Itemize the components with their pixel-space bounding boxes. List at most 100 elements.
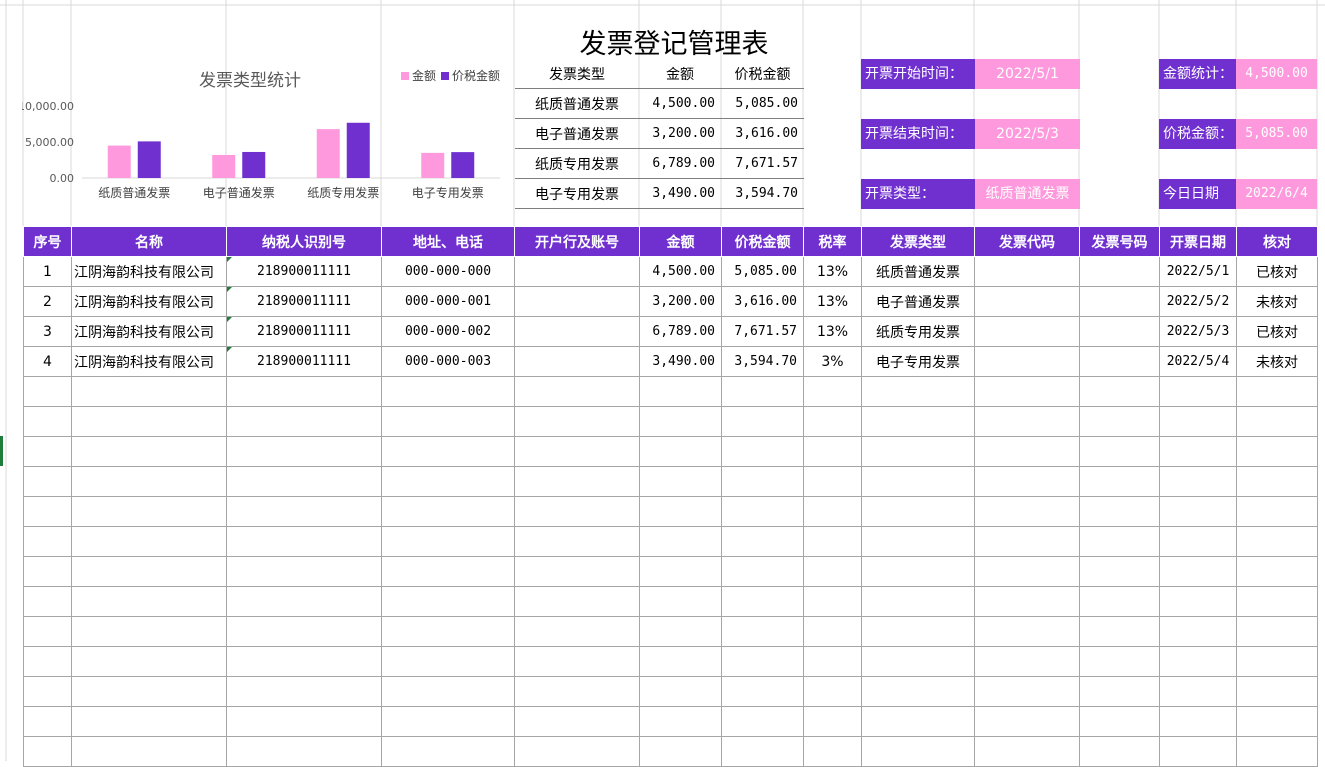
empty-cell[interactable] xyxy=(226,406,382,437)
empty-cell[interactable] xyxy=(974,436,1080,467)
empty-cell[interactable] xyxy=(803,556,862,587)
empty-cell[interactable] xyxy=(1079,586,1160,617)
cell-invoice-type[interactable]: 电子专用发票 xyxy=(861,346,975,377)
empty-cell[interactable] xyxy=(721,586,804,617)
empty-cell[interactable] xyxy=(1159,646,1237,677)
empty-cell[interactable] xyxy=(1079,646,1160,677)
empty-cell[interactable] xyxy=(71,586,227,617)
start-time-input[interactable]: 2022/5/1 xyxy=(975,59,1080,89)
empty-cell[interactable] xyxy=(1236,676,1318,707)
empty-cell[interactable] xyxy=(861,676,975,707)
empty-cell[interactable] xyxy=(1079,616,1160,647)
empty-cell[interactable] xyxy=(1159,616,1237,647)
empty-cell[interactable] xyxy=(226,616,382,647)
empty-cell[interactable] xyxy=(226,676,382,707)
empty-cell[interactable] xyxy=(803,616,862,647)
header-index[interactable]: 序号 xyxy=(23,226,72,257)
empty-cell[interactable] xyxy=(639,376,722,407)
empty-cell[interactable] xyxy=(514,646,640,677)
header-tax-amount[interactable]: 价税金额 xyxy=(721,226,804,257)
header-bank-account[interactable]: 开户行及账号 xyxy=(514,226,640,257)
empty-cell[interactable] xyxy=(861,556,975,587)
empty-cell[interactable] xyxy=(381,436,515,467)
empty-cell[interactable] xyxy=(721,556,804,587)
empty-cell[interactable] xyxy=(803,406,862,437)
cell-bank-account[interactable] xyxy=(514,286,640,317)
empty-cell[interactable] xyxy=(71,706,227,737)
cell-invoice-number[interactable] xyxy=(1079,256,1160,287)
empty-cell[interactable] xyxy=(514,376,640,407)
empty-cell[interactable] xyxy=(861,496,975,527)
empty-cell[interactable] xyxy=(974,466,1080,497)
empty-cell[interactable] xyxy=(1159,526,1237,557)
empty-cell[interactable] xyxy=(974,646,1080,677)
empty-cell[interactable] xyxy=(639,676,722,707)
header-address-phone[interactable]: 地址、电话 xyxy=(381,226,515,257)
empty-cell[interactable] xyxy=(71,526,227,557)
cell-invoice-code[interactable] xyxy=(974,286,1080,317)
empty-cell[interactable] xyxy=(226,736,382,767)
empty-cell[interactable] xyxy=(1236,646,1318,677)
empty-cell[interactable] xyxy=(1159,466,1237,497)
cell-bank-account[interactable] xyxy=(514,256,640,287)
cell-invoice-number[interactable] xyxy=(1079,346,1160,377)
header-check-status[interactable]: 核对 xyxy=(1236,226,1318,257)
empty-cell[interactable] xyxy=(861,526,975,557)
cell-address-phone[interactable]: 000-000-000 xyxy=(381,256,515,287)
empty-cell[interactable] xyxy=(514,736,640,767)
summary-cell-type[interactable]: 纸质专用发票 xyxy=(515,148,639,179)
cell-issue-date[interactable]: 2022/5/4 xyxy=(1159,346,1237,377)
empty-cell[interactable] xyxy=(1079,496,1160,527)
cell-tax-rate[interactable]: 13% xyxy=(803,316,862,347)
empty-cell[interactable] xyxy=(1159,706,1237,737)
cell-issue-date[interactable]: 2022/5/2 xyxy=(1159,286,1237,317)
empty-cell[interactable] xyxy=(861,376,975,407)
empty-cell[interactable] xyxy=(1236,736,1318,767)
empty-cell[interactable] xyxy=(1079,736,1160,767)
empty-cell[interactable] xyxy=(226,706,382,737)
empty-cell[interactable] xyxy=(861,706,975,737)
cell-check-status[interactable]: 未核对 xyxy=(1236,286,1318,317)
end-time-input[interactable]: 2022/5/3 xyxy=(975,119,1080,149)
empty-cell[interactable] xyxy=(23,436,72,467)
empty-cell[interactable] xyxy=(803,676,862,707)
empty-cell[interactable] xyxy=(1236,406,1318,437)
empty-cell[interactable] xyxy=(721,376,804,407)
empty-cell[interactable] xyxy=(71,466,227,497)
cell-invoice-code[interactable] xyxy=(974,256,1080,287)
empty-cell[interactable] xyxy=(381,736,515,767)
empty-cell[interactable] xyxy=(639,646,722,677)
empty-cell[interactable] xyxy=(71,616,227,647)
empty-cell[interactable] xyxy=(71,736,227,767)
cell-issue-date[interactable]: 2022/5/3 xyxy=(1159,316,1237,347)
empty-cell[interactable] xyxy=(1159,376,1237,407)
summary-cell-amount[interactable]: 3,490.00 xyxy=(639,178,721,209)
header-issue-date[interactable]: 开票日期 xyxy=(1159,226,1237,257)
empty-cell[interactable] xyxy=(514,676,640,707)
summary-cell-amount[interactable]: 3,200.00 xyxy=(639,118,721,149)
empty-cell[interactable] xyxy=(803,526,862,557)
cell-index[interactable]: 4 xyxy=(23,346,72,377)
empty-cell[interactable] xyxy=(1159,496,1237,527)
cell-invoice-type[interactable]: 电子普通发票 xyxy=(861,286,975,317)
empty-cell[interactable] xyxy=(226,496,382,527)
empty-cell[interactable] xyxy=(1159,586,1237,617)
empty-cell[interactable] xyxy=(639,496,722,527)
empty-cell[interactable] xyxy=(721,616,804,647)
cell-amount[interactable]: 4,500.00 xyxy=(639,256,722,287)
empty-cell[interactable] xyxy=(803,706,862,737)
empty-cell[interactable] xyxy=(1236,376,1318,407)
empty-cell[interactable] xyxy=(803,436,862,467)
empty-cell[interactable] xyxy=(23,556,72,587)
empty-cell[interactable] xyxy=(1079,466,1160,497)
empty-cell[interactable] xyxy=(381,376,515,407)
empty-cell[interactable] xyxy=(381,406,515,437)
empty-cell[interactable] xyxy=(1236,526,1318,557)
cell-amount[interactable]: 6,789.00 xyxy=(639,316,722,347)
empty-cell[interactable] xyxy=(721,406,804,437)
empty-cell[interactable] xyxy=(381,586,515,617)
cell-bank-account[interactable] xyxy=(514,346,640,377)
empty-cell[interactable] xyxy=(1079,436,1160,467)
empty-cell[interactable] xyxy=(226,586,382,617)
empty-cell[interactable] xyxy=(23,376,72,407)
